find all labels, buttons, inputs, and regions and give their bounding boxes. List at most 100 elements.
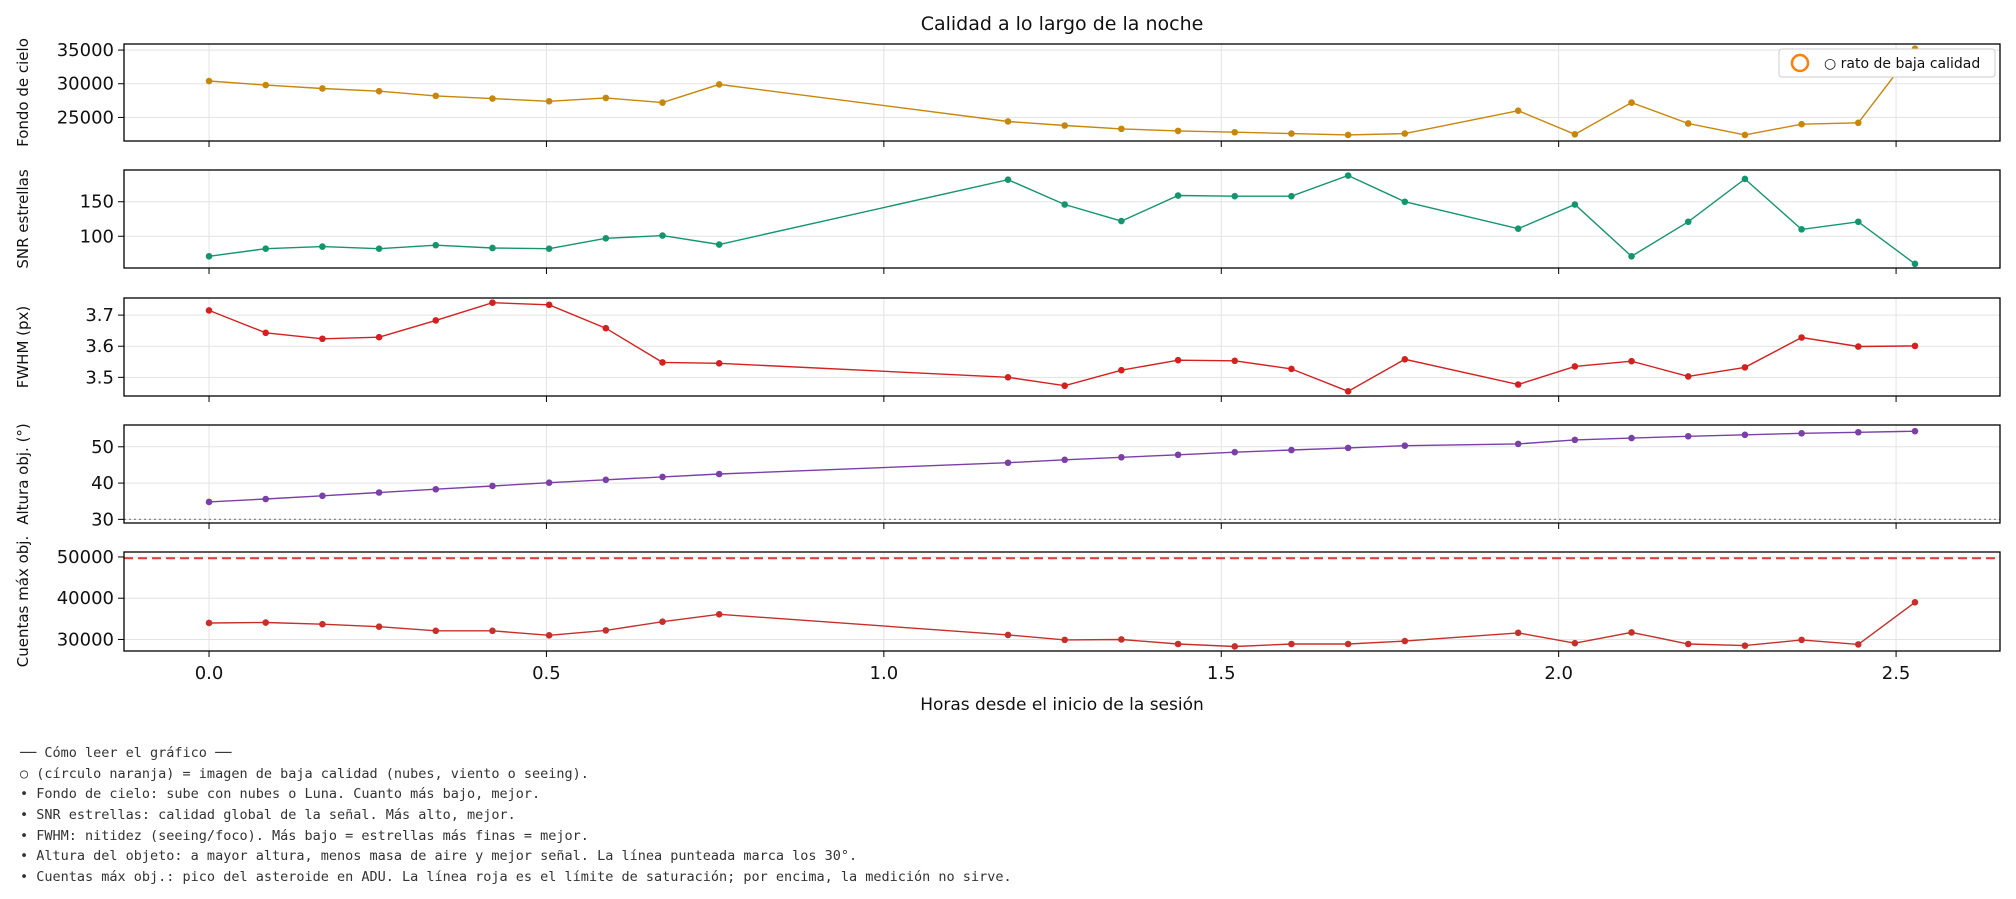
note-line: • Cuentas máx obj.: pico del asteroide e… bbox=[20, 869, 1012, 885]
data-point bbox=[489, 299, 496, 306]
panel-5: 30000 40000 50000 Cuentas máx obj. bbox=[14, 536, 2001, 667]
data-point bbox=[1004, 459, 1012, 467]
data-point bbox=[1684, 640, 1692, 648]
data-point bbox=[1854, 119, 1862, 127]
series-line bbox=[208, 174, 1916, 265]
data-point bbox=[602, 94, 610, 102]
data-point bbox=[1741, 642, 1749, 649]
data-point bbox=[1231, 128, 1239, 136]
data-point bbox=[1344, 172, 1352, 179]
data-point bbox=[1741, 131, 1749, 139]
panel-3: 3.5 3.6 3.7 FWHM (px) bbox=[14, 297, 2001, 402]
data-point bbox=[1514, 381, 1522, 388]
x-axis-label: Horas desde el inicio de la sesión bbox=[920, 695, 1204, 715]
y-axis-label: FWHM (px) bbox=[14, 306, 32, 389]
data-point bbox=[1118, 125, 1125, 133]
y-tick-label: 3.6 bbox=[85, 336, 114, 357]
data-point bbox=[1854, 428, 1862, 436]
data-point bbox=[1798, 430, 1805, 437]
data-point bbox=[1628, 357, 1635, 365]
data-point bbox=[1514, 440, 1522, 448]
data-point bbox=[1231, 192, 1239, 200]
data-point bbox=[1571, 130, 1579, 138]
y-tick-label: 30000 bbox=[57, 74, 114, 95]
data-point bbox=[1118, 366, 1125, 374]
y-tick-label: 40 bbox=[91, 473, 114, 494]
y-tick-label: 3.5 bbox=[85, 367, 114, 388]
y-tick-label: 50 bbox=[91, 437, 114, 458]
data-point bbox=[1401, 130, 1409, 137]
data-point bbox=[1231, 357, 1239, 365]
y-tick-label: 150 bbox=[80, 192, 114, 213]
data-point bbox=[1514, 107, 1522, 114]
panel-frame bbox=[123, 551, 2001, 652]
y-axis-label: Cuentas máx obj. bbox=[14, 536, 32, 667]
data-point bbox=[1174, 192, 1182, 199]
panel-1: 25000 30000 35000 Fondo de cielo ○ rato de b… bbox=[14, 38, 2001, 147]
data-point bbox=[1231, 448, 1239, 456]
data-point bbox=[659, 99, 666, 106]
data-point bbox=[659, 359, 666, 366]
data-point bbox=[1911, 260, 1919, 268]
data-point bbox=[375, 87, 383, 95]
y-axis-label: Fondo de cielo bbox=[14, 38, 32, 147]
data-point bbox=[1514, 225, 1522, 232]
chart-title: Calidad a lo largo de la noche bbox=[921, 13, 1204, 35]
data-point bbox=[1174, 127, 1182, 135]
data-point bbox=[205, 77, 213, 85]
y-tick-label: 50000 bbox=[57, 547, 114, 568]
data-point bbox=[1288, 365, 1295, 373]
data-point bbox=[432, 92, 440, 100]
data-point bbox=[1854, 343, 1862, 350]
data-point bbox=[602, 324, 610, 332]
panel-frame bbox=[123, 43, 2001, 142]
data-point bbox=[1118, 454, 1125, 461]
data-point bbox=[602, 235, 610, 242]
data-point bbox=[1344, 444, 1352, 452]
data-point bbox=[602, 476, 610, 484]
data-point bbox=[432, 627, 440, 635]
data-point bbox=[432, 485, 440, 493]
data-point bbox=[1061, 382, 1068, 390]
data-point bbox=[375, 333, 383, 341]
data-point bbox=[1684, 218, 1692, 226]
panels-group: 25000 30000 35000 Fondo de cielo ○ rato de b… bbox=[14, 38, 2001, 684]
data-point bbox=[1061, 201, 1068, 208]
legend-label: ○ rato de baja calidad bbox=[1824, 56, 1980, 72]
y-axis-label: Altura obj. (°) bbox=[14, 423, 32, 525]
data-point bbox=[659, 618, 666, 626]
legend-marker bbox=[1790, 53, 1810, 73]
data-point bbox=[715, 470, 723, 478]
panel-2: 100 150 SNR estrellas bbox=[14, 169, 2001, 274]
data-point bbox=[1004, 631, 1012, 639]
data-point bbox=[1004, 176, 1012, 183]
data-point bbox=[1344, 388, 1352, 395]
data-point bbox=[1118, 217, 1125, 225]
data-point bbox=[1401, 355, 1409, 363]
data-point bbox=[262, 329, 270, 337]
x-tick-label: 0.0 bbox=[195, 663, 224, 684]
x-tick-label: 1.0 bbox=[870, 663, 899, 684]
data-point bbox=[1684, 432, 1692, 440]
data-point bbox=[545, 97, 553, 105]
data-point bbox=[1514, 629, 1522, 637]
y-axis-label: SNR estrellas bbox=[14, 169, 32, 268]
data-point bbox=[1004, 118, 1012, 125]
data-point bbox=[319, 335, 326, 343]
x-tick-label: 0.5 bbox=[532, 663, 561, 684]
data-point bbox=[1288, 130, 1295, 137]
data-point bbox=[262, 619, 270, 626]
data-point bbox=[1401, 442, 1409, 449]
data-point bbox=[1118, 636, 1125, 643]
data-point bbox=[1401, 637, 1409, 645]
y-tick-label: 25000 bbox=[57, 107, 114, 128]
data-point bbox=[489, 627, 496, 635]
data-point bbox=[1344, 131, 1352, 139]
data-point bbox=[1911, 342, 1919, 350]
data-point bbox=[1628, 252, 1635, 260]
data-point bbox=[1854, 641, 1862, 648]
data-point bbox=[1571, 363, 1579, 370]
data-point bbox=[1061, 456, 1068, 464]
data-point bbox=[1798, 334, 1805, 341]
data-point bbox=[1174, 356, 1182, 364]
